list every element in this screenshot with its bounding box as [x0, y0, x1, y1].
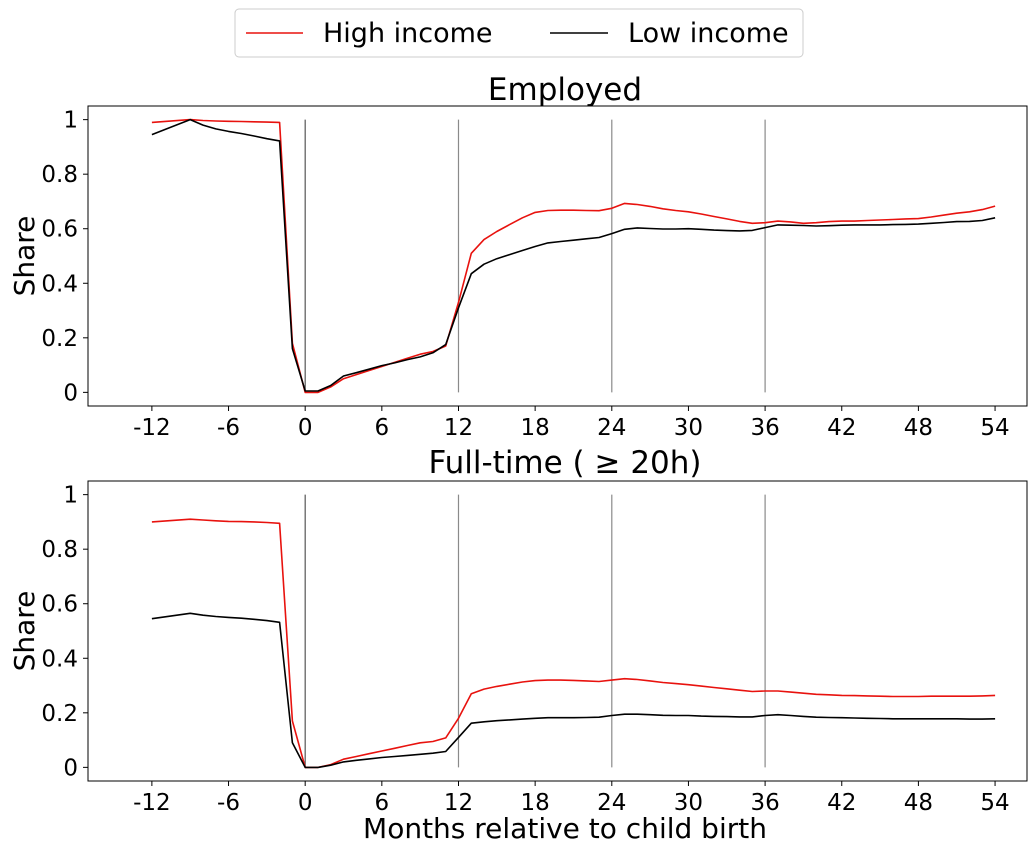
series-line-high-income — [151, 518, 996, 769]
legend: High income Low income — [234, 8, 804, 58]
tick-group: -12 -6 0 6 12 18 24 30 36 42 48 54 0 0.2 0.4 0.6 0.8 1 — [41, 108, 1009, 441]
series-group — [151, 518, 996, 769]
series-line-low-income — [151, 612, 996, 769]
y-tick-label: 0.4 — [41, 271, 78, 297]
reference-lines — [304, 494, 766, 768]
x-tick-label: 54 — [980, 790, 1009, 816]
panel-full-time: Full-time ( ≥ 20h) Share Months relative… — [8, 445, 1028, 841]
x-tick-label: 36 — [750, 415, 779, 441]
panel-title: Employed — [488, 72, 642, 108]
x-tick-label: 18 — [521, 790, 550, 816]
axes-frame — [87, 105, 1028, 407]
legend-label-low-income: Low income — [628, 18, 789, 49]
x-tick-label: 24 — [597, 790, 626, 816]
x-tick-label: 36 — [750, 790, 779, 816]
y-tick-label: 0.6 — [41, 592, 78, 618]
y-axis-label: Share — [8, 591, 41, 672]
x-tick-label: 6 — [375, 790, 390, 816]
y-tick-label: 0 — [63, 755, 78, 781]
x-tick-label: 48 — [904, 415, 933, 441]
series-group — [151, 118, 996, 394]
y-tick-label: 0.2 — [41, 326, 78, 352]
x-tick-label: 42 — [827, 415, 856, 441]
legend-frame — [234, 8, 804, 58]
y-tick-label: 0.8 — [41, 162, 78, 188]
x-tick-label: 48 — [904, 790, 933, 816]
x-tick-label: -12 — [133, 790, 171, 816]
x-tick-label: -6 — [217, 415, 240, 441]
axes-frame — [87, 480, 1028, 782]
x-tick-label: 0 — [298, 790, 313, 816]
y-tick-label: 0.2 — [41, 701, 78, 727]
x-tick-label: 24 — [597, 415, 626, 441]
y-tick-label: 0.6 — [41, 217, 78, 243]
x-tick-label: -12 — [133, 415, 171, 441]
y-axis-label: Share — [8, 216, 41, 297]
series-line-high-income — [151, 118, 996, 394]
x-tick-label: 42 — [827, 790, 856, 816]
x-tick-label: 12 — [444, 415, 473, 441]
x-axis-label: Months relative to child birth — [363, 812, 767, 841]
legend-label-high-income: High income — [323, 18, 493, 49]
y-tick-label: 0.8 — [41, 537, 78, 563]
series-line-low-income — [151, 118, 996, 392]
x-tick-label: 12 — [444, 790, 473, 816]
x-tick-label: 30 — [674, 415, 703, 441]
x-tick-label: -6 — [217, 790, 240, 816]
x-tick-label: 0 — [298, 415, 313, 441]
x-tick-label: 6 — [375, 415, 390, 441]
reference-lines — [304, 119, 766, 393]
y-tick-label: 1 — [63, 108, 78, 134]
y-tick-label: 1 — [63, 483, 78, 509]
panel-employed: Employed Share -12 -6 0 6 12 18 24 30 36 42 48 54 0 0… — [8, 72, 1028, 441]
panel-title: Full-time ( ≥ 20h) — [428, 445, 701, 481]
tick-group: -12 -6 0 6 12 18 24 30 36 42 48 54 0 0.2 0.4 0.6 0.8 1 — [41, 483, 1009, 816]
x-tick-label: 54 — [980, 415, 1009, 441]
x-tick-label: 18 — [521, 415, 550, 441]
y-tick-label: 0 — [63, 380, 78, 406]
y-tick-label: 0.4 — [41, 646, 78, 672]
x-tick-label: 30 — [674, 790, 703, 816]
